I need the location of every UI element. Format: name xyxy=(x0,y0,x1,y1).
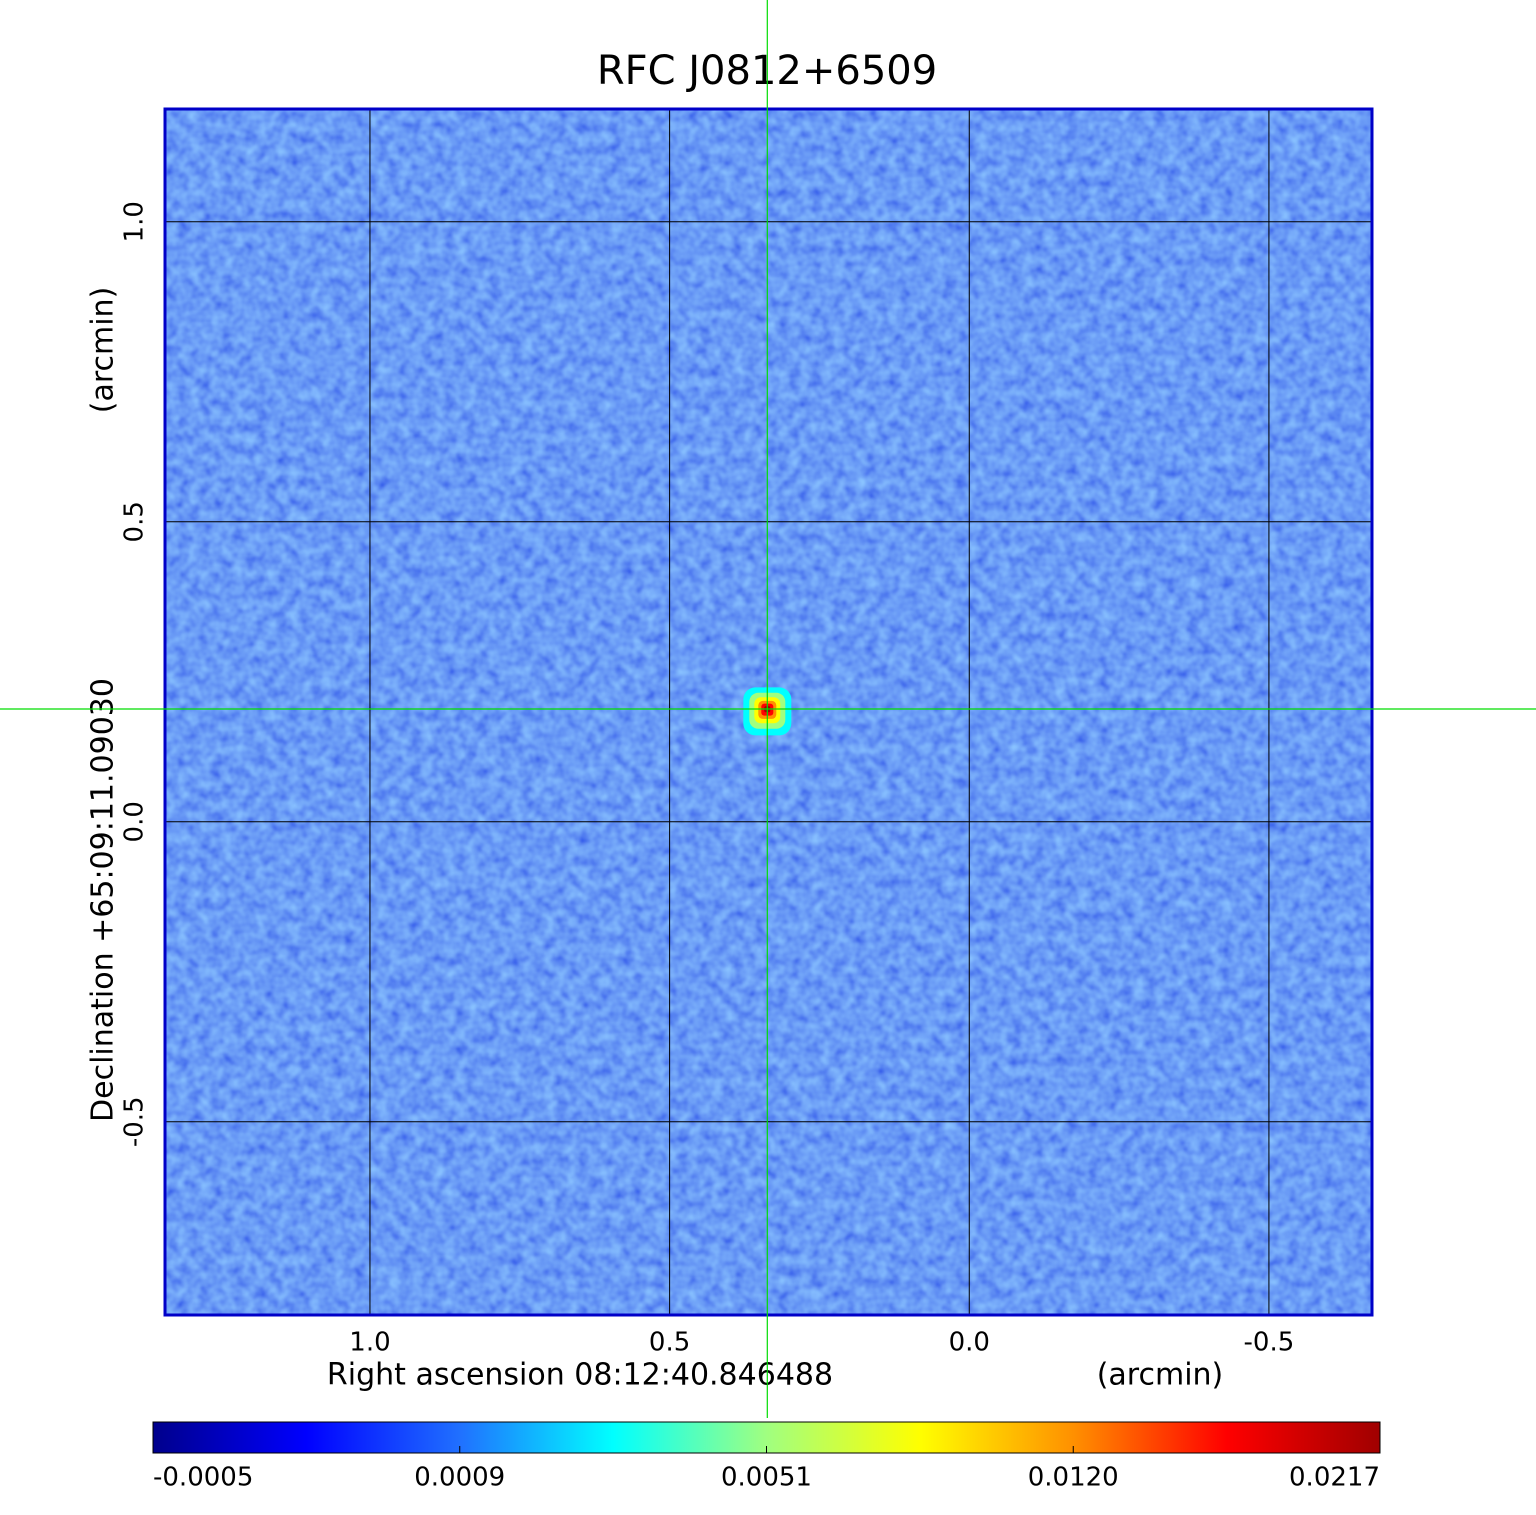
colorbar-tick-label: -0.0005 xyxy=(153,1463,253,1493)
y-tick-label: -0.5 xyxy=(120,1096,150,1147)
colorbar-tick-label: 0.0051 xyxy=(721,1463,812,1493)
y-axis-unit: (arcmin) xyxy=(86,287,121,414)
y-tick-label: 1.0 xyxy=(120,201,150,242)
colorbar-tick-label: 0.0120 xyxy=(1028,1463,1119,1493)
x-tick-label: 1.0 xyxy=(349,1328,390,1358)
x-axis-label: Right ascension 08:12:40.846488 xyxy=(327,1358,833,1393)
y-axis-label: Declination +65:09:11.09030 xyxy=(86,678,121,1122)
x-tick-label: -0.5 xyxy=(1244,1328,1295,1358)
x-tick-label: 0.5 xyxy=(649,1328,690,1358)
x-tick-label: 0.0 xyxy=(949,1328,990,1358)
colorbar-tick-label: 0.0217 xyxy=(1289,1463,1380,1493)
colorbar-tick-label: 0.0009 xyxy=(414,1463,505,1493)
x-axis-unit: (arcmin) xyxy=(1097,1358,1224,1393)
frame xyxy=(163,107,1374,1317)
y-tick-label: 0.0 xyxy=(120,801,150,842)
y-tick-label: 0.5 xyxy=(120,501,150,542)
